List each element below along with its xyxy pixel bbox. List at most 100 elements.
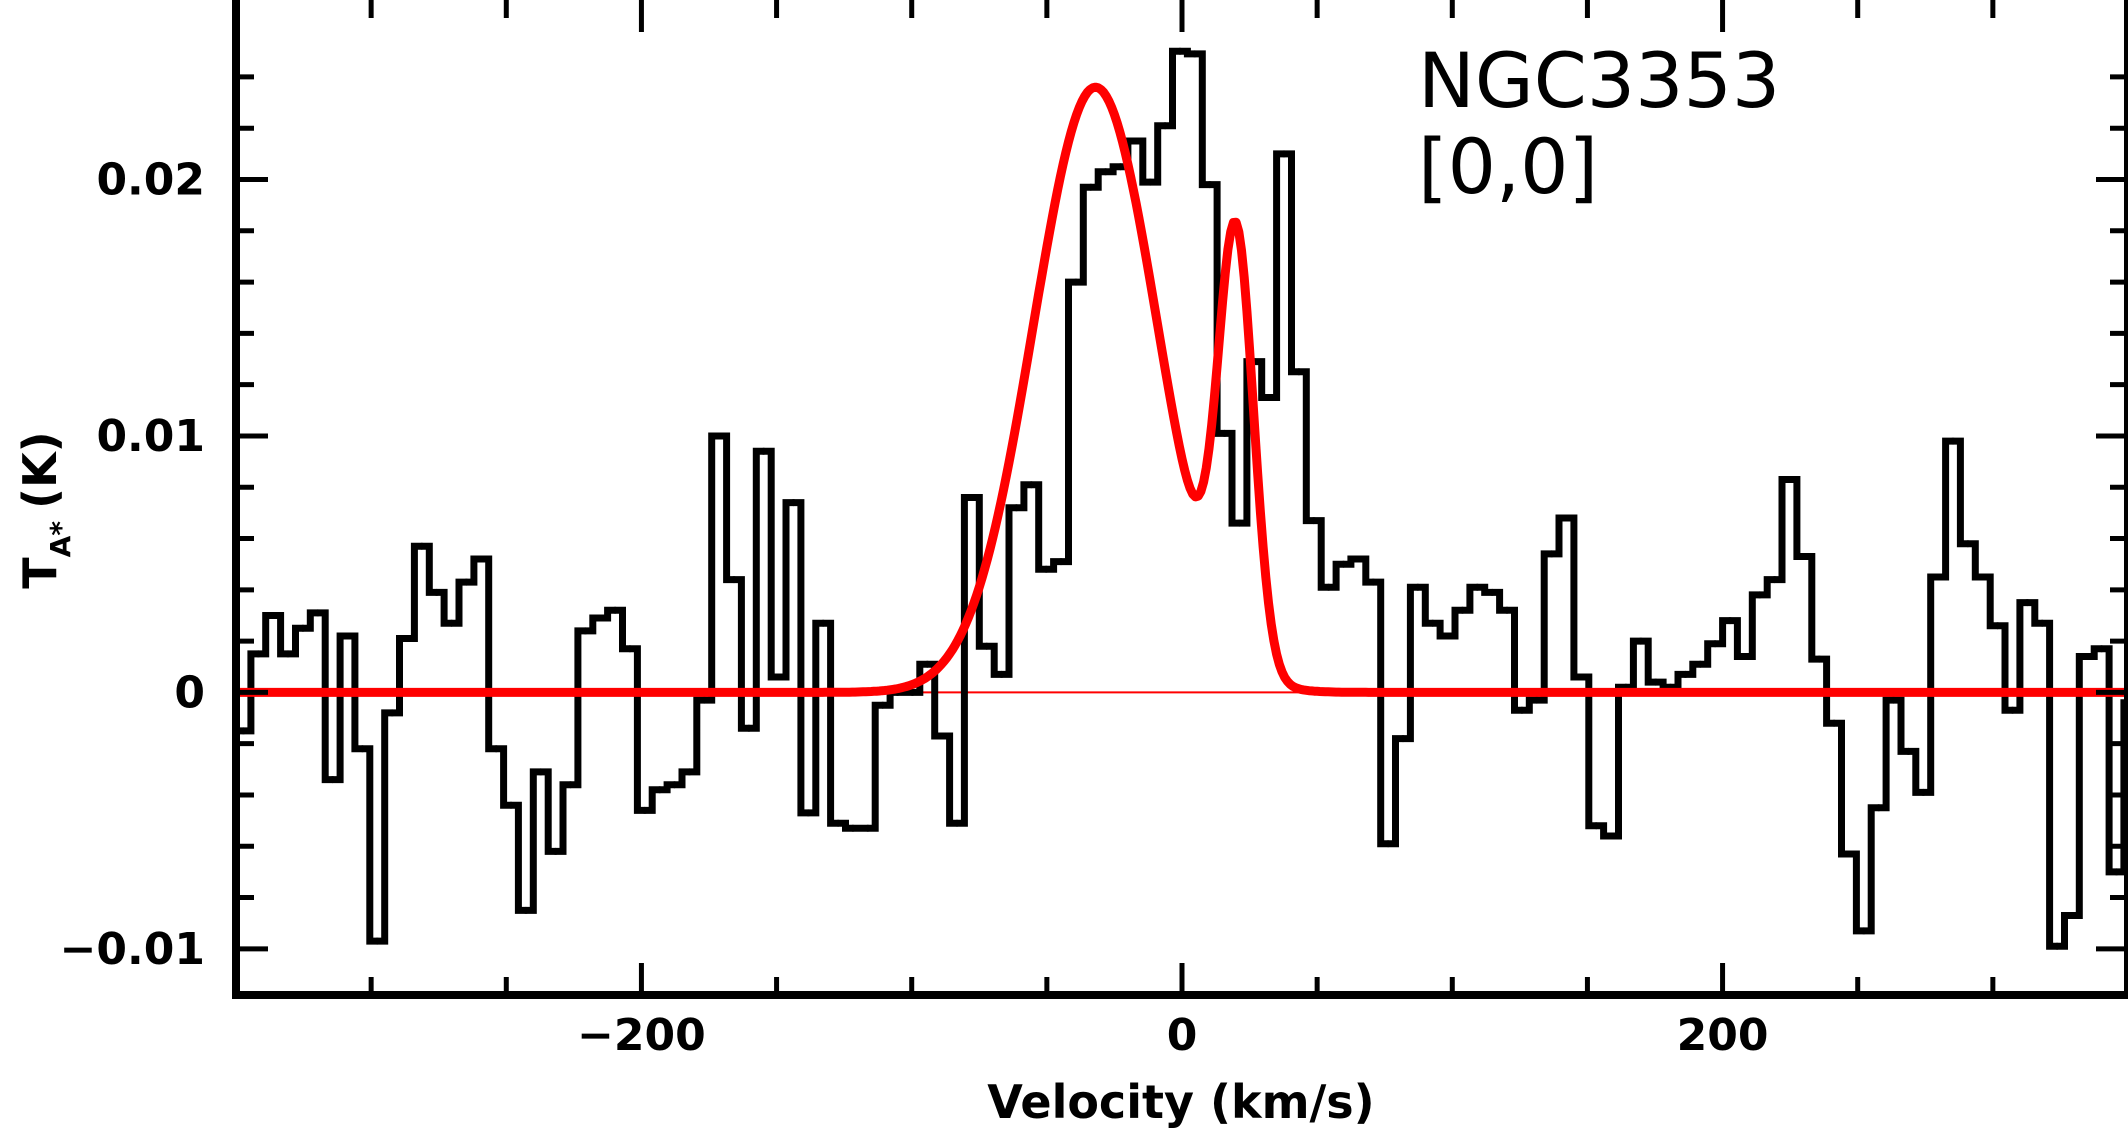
spectrum-bin-point	[1340, 560, 1347, 568]
spectrum-bin-point	[1384, 840, 1392, 848]
y-tick-label: 0.02	[96, 155, 205, 206]
spectrum-bin-point	[373, 937, 381, 945]
spectrum-bin-point	[1919, 788, 1927, 796]
x-axis-title: Velocity (km/s)	[987, 1075, 1374, 1128]
spectrum-bin-point	[1845, 850, 1853, 858]
spectrum-bin-point	[1786, 476, 1793, 483]
spectrum-bin-point	[1072, 278, 1080, 286]
spectrum-bin-point	[1280, 150, 1288, 158]
y-tick-label: −0.01	[60, 924, 205, 975]
spectrum-bin-point	[1131, 137, 1139, 145]
spectrum-bin-point	[834, 819, 842, 827]
spectrum-bin-point	[358, 745, 366, 753]
spectrum-bin-point	[804, 809, 812, 817]
spectrum-bin-point	[1265, 394, 1273, 401]
spectrum-bin-point	[2009, 706, 2016, 714]
spectrum-bin-point	[998, 670, 1006, 678]
spectrum-bin-point	[1592, 822, 1600, 830]
spectrum-bin-point	[254, 650, 262, 658]
spectrum-bin-point	[1176, 47, 1184, 55]
spectrum-bin-point	[2098, 645, 2106, 653]
spectrum-bin-point	[537, 768, 545, 776]
spectrum-bin-point	[715, 432, 723, 440]
spectrum-bin-point	[1235, 519, 1243, 527]
spectrum-bin-point	[908, 688, 916, 696]
spectrum-bin-point	[1964, 540, 1972, 548]
spectrum-bin-point	[2023, 599, 2031, 607]
spectrum-bin-point	[700, 696, 708, 704]
spectrum-bin-point	[2083, 653, 2091, 660]
spectrum-bin-point	[1756, 591, 1764, 599]
spectrum-bin-point	[1057, 558, 1065, 566]
gaussian-fit-layer	[234, 82, 2128, 697]
spectrum-bin-point	[507, 801, 515, 809]
spectrum-bin-point	[968, 494, 976, 501]
svg-text:TA*(K): TA* (K)	[13, 431, 77, 588]
spectrum-bin-point	[314, 609, 322, 617]
spectrum-bin-point	[953, 819, 961, 827]
spectrum-bin-point	[1577, 673, 1585, 681]
y-tick-label: 0.01	[96, 411, 205, 462]
spectrum-bin-point	[1161, 122, 1169, 130]
spectrum-bin-point	[1563, 514, 1570, 522]
spectrum-bin-point	[923, 660, 931, 668]
x-tick-label: −200	[577, 1010, 706, 1061]
spectrum-bin-point	[1191, 50, 1199, 58]
spectrum-bin-point	[284, 650, 292, 658]
spectrum-bin-point	[1904, 747, 1912, 755]
spectrum-bin-point	[1800, 553, 1808, 560]
gaussian-fit-line	[234, 82, 2128, 697]
spectrum-histogram-layer	[236, 47, 2128, 950]
spectrum-bin-point	[567, 781, 574, 789]
position-annotation: [0,0]	[1418, 122, 1598, 211]
spectrum-bin-point	[656, 786, 664, 794]
y-axis-title-unit: (K)	[13, 431, 67, 509]
y-axis-title-subscript: A*	[44, 521, 77, 558]
spectrum-bin-point	[388, 709, 396, 717]
spectrum-bin-point	[983, 642, 991, 650]
spectrum-bin-point	[329, 776, 337, 784]
spectrum-bin-point	[1087, 183, 1095, 191]
spectrum-bin-point	[522, 906, 530, 914]
spectrum-bin-point	[2113, 868, 2120, 876]
spectrum-bin-point	[2053, 942, 2061, 950]
spectrum-bin-point	[1221, 429, 1229, 437]
spectrum-bin-point	[1117, 163, 1124, 171]
spectrum-bin-point	[938, 732, 946, 740]
spectrum-bin-point	[849, 824, 857, 832]
spectrum-bin-point	[299, 624, 307, 632]
spectrum-bin-point	[596, 614, 604, 622]
spectrum-bin-point	[1473, 583, 1481, 591]
spectrum-bin-point	[641, 806, 649, 814]
spectrum-bin-point	[1414, 583, 1422, 591]
spectrum-bin-point	[1012, 504, 1020, 512]
spectrum-bin-point	[1325, 583, 1333, 591]
spectrum-bin-point	[1399, 735, 1407, 743]
spectrum-bin-point	[1102, 168, 1110, 176]
spectrum-bin-point	[1146, 178, 1154, 186]
spectrum-bin-point	[477, 555, 485, 563]
spectrum-bin-point	[1518, 706, 1526, 714]
spectrum-bin-point	[269, 612, 277, 619]
y-axis-title-symbol: T	[13, 557, 67, 589]
spectrum-bin-point	[2038, 619, 2046, 627]
spectrum-bin-point	[1696, 660, 1704, 668]
spectrum-bin-point	[790, 499, 797, 507]
spectrum-bin-point	[1979, 573, 1987, 581]
spectrum-bin-point	[1503, 606, 1511, 614]
spectrum-bin-point	[1027, 481, 1035, 489]
spectrum-bin-point	[1488, 588, 1496, 596]
spectrum-bin-point	[1726, 617, 1734, 625]
spectrum-bin-point	[1681, 670, 1689, 678]
spectrum-bin-point	[1934, 573, 1942, 581]
spectrum-bin-point	[1042, 565, 1050, 573]
spectrum-bin-point	[552, 847, 560, 855]
spectrum-bin-point	[492, 745, 500, 753]
spectrum-bin-point	[1994, 622, 2002, 630]
spectrum-bin-point	[1652, 678, 1660, 686]
spectrum-bin-point	[685, 768, 693, 776]
spectrum-bin-point	[879, 701, 887, 709]
spectrum-bin-point	[1890, 696, 1897, 704]
spectrum-bin-point	[581, 627, 589, 635]
spectrum-bin-point	[1815, 655, 1823, 663]
